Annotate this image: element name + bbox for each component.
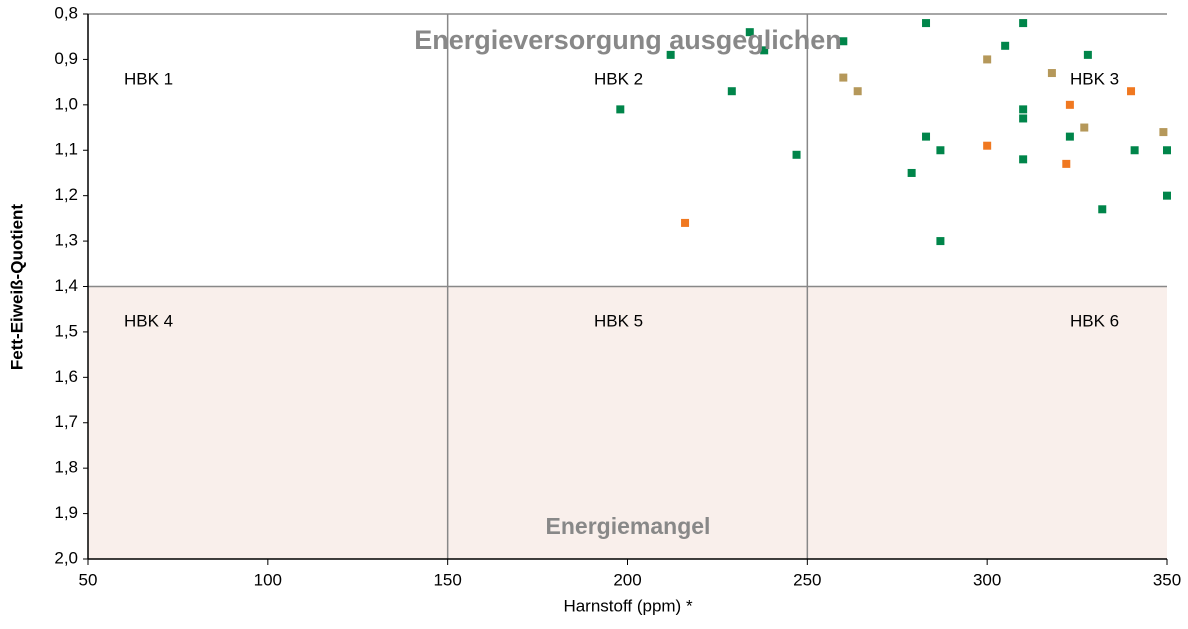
x-tick-label: 200 — [613, 570, 641, 589]
point — [983, 141, 992, 150]
y-tick-label: 1,2 — [54, 185, 78, 204]
y-tick-label: 0,9 — [54, 49, 78, 68]
y-tick-label: 1,5 — [54, 321, 78, 340]
y-tick-label: 1,6 — [54, 367, 78, 386]
point — [760, 46, 769, 55]
point — [1083, 50, 1092, 59]
region-label: HBK 2 — [594, 69, 643, 88]
point — [616, 105, 625, 114]
point — [1080, 123, 1089, 132]
y-tick-label: 1,1 — [54, 140, 78, 159]
shaded-region — [88, 286, 1167, 559]
point — [936, 237, 945, 246]
region-label: HBK 4 — [124, 311, 173, 330]
point — [1065, 132, 1074, 141]
x-tick-label: 250 — [793, 570, 821, 589]
point — [1098, 205, 1107, 214]
point — [907, 168, 916, 177]
region-label: HBK 6 — [1070, 311, 1119, 330]
point — [1163, 146, 1171, 155]
x-tick-label: 50 — [79, 570, 98, 589]
x-tick-label: 100 — [254, 570, 282, 589]
y-tick-label: 1,9 — [54, 503, 78, 522]
annotation: Energieversorgung ausgeglichen — [414, 25, 842, 55]
point — [681, 218, 690, 227]
region-label: HBK 1 — [124, 69, 173, 88]
point — [1019, 19, 1028, 28]
point — [1065, 100, 1074, 109]
point — [1127, 87, 1136, 96]
point — [666, 50, 675, 59]
y-axis-label: Fett-Eiweiß-Quotient — [7, 204, 26, 371]
point — [1062, 159, 1071, 168]
x-tick-label: 350 — [1153, 570, 1181, 589]
region-label: HBK 3 — [1070, 69, 1119, 88]
point — [983, 55, 992, 64]
point — [1019, 155, 1028, 164]
point — [1001, 41, 1010, 50]
y-tick-label: 1,8 — [54, 458, 78, 477]
y-tick-label: 1,3 — [54, 231, 78, 250]
y-tick-label: 1,4 — [54, 276, 78, 295]
x-tick-label: 150 — [433, 570, 461, 589]
point — [1019, 105, 1028, 114]
point — [1159, 128, 1168, 137]
point — [1019, 114, 1028, 123]
region-label: HBK 5 — [594, 311, 643, 330]
point — [922, 132, 931, 141]
point — [792, 150, 801, 159]
y-tick-label: 2,0 — [54, 548, 78, 567]
point — [922, 19, 931, 28]
point — [745, 28, 754, 37]
point — [727, 87, 736, 96]
point — [1130, 146, 1139, 155]
point — [1163, 191, 1171, 200]
x-tick-label: 300 — [973, 570, 1001, 589]
point — [839, 73, 848, 82]
annotation: Energiemangel — [546, 513, 711, 539]
y-tick-label: 1,7 — [54, 412, 78, 431]
y-tick-label: 1,0 — [54, 94, 78, 113]
x-axis-label: Harnstoff (ppm) * — [563, 596, 693, 615]
y-tick-label: 0,8 — [54, 3, 78, 22]
point — [839, 37, 848, 46]
point — [853, 87, 862, 96]
point — [1047, 69, 1056, 78]
point — [936, 146, 945, 155]
